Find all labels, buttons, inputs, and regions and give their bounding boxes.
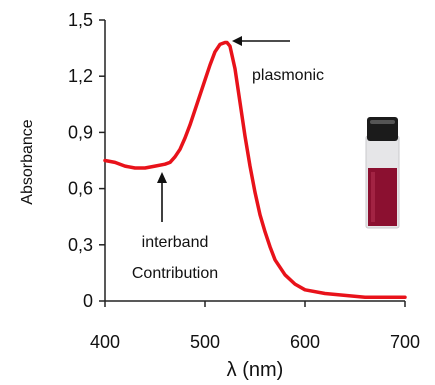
x-tick-label: 500 bbox=[190, 332, 220, 352]
plasmonic-arrow-head bbox=[232, 36, 242, 46]
annotation-plasmonic: plasmonic bbox=[232, 36, 324, 84]
interband-arrow-head bbox=[157, 172, 167, 183]
y-tick-label: 1,2 bbox=[68, 66, 93, 86]
axes bbox=[104, 20, 405, 302]
absorbance-series-line bbox=[103, 40, 407, 300]
x-tick-label: 400 bbox=[90, 332, 120, 352]
x-axis-title: λ (nm) bbox=[227, 359, 284, 381]
plasmonic-label: plasmonic bbox=[252, 67, 324, 84]
interband-label-line-1: interband bbox=[142, 234, 209, 251]
x-tick-label: 700 bbox=[390, 332, 420, 352]
x-tick-label: 600 bbox=[290, 332, 320, 352]
y-tick-label: 0,3 bbox=[68, 235, 93, 255]
annotation-interband: interband Contribution bbox=[132, 172, 218, 282]
y-tick-label: 0 bbox=[83, 291, 93, 311]
x-ticks: 400 500 600 700 bbox=[90, 301, 420, 352]
vial-cap-highlight bbox=[370, 120, 395, 124]
y-tick-label: 1,5 bbox=[68, 10, 93, 30]
y-ticks: 0 0,3 0,6 0,9 1,2 1,5 bbox=[68, 10, 105, 311]
interband-label-line-2: Contribution bbox=[132, 265, 218, 282]
vial-liquid-highlight bbox=[371, 172, 375, 222]
y-axis-title: Absorbance bbox=[19, 119, 36, 204]
y-tick-label: 0,9 bbox=[68, 122, 93, 142]
vial-image bbox=[365, 117, 400, 229]
y-tick-label: 0,6 bbox=[68, 179, 93, 199]
